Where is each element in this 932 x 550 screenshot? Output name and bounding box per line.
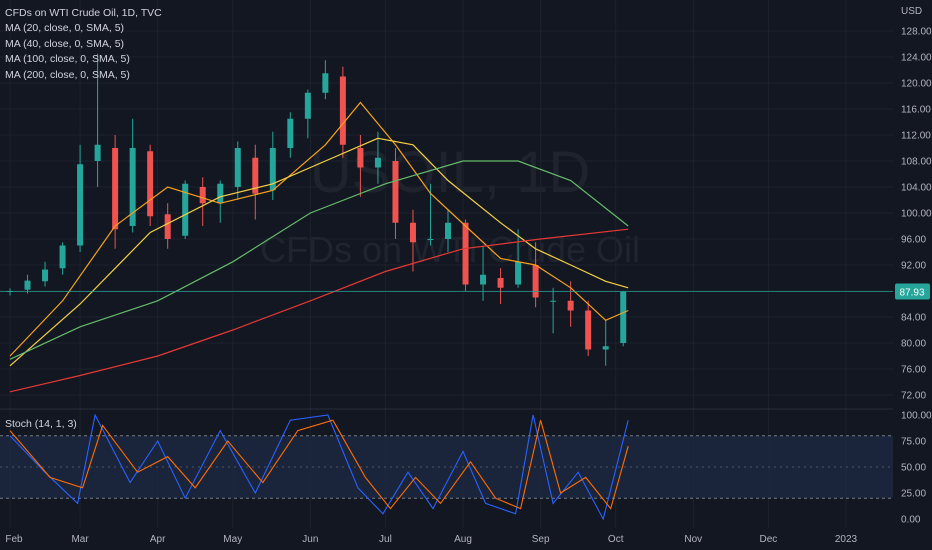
ma100-line[interactable] <box>9 160 629 360</box>
candle-body[interactable] <box>147 151 154 217</box>
candle-body[interactable] <box>252 157 259 194</box>
time-tick-label: Sep <box>532 534 550 545</box>
ma20-line[interactable] <box>9 101 629 357</box>
time-tick-label: Jun <box>302 534 318 545</box>
price-tick-label: 84.00 <box>901 313 926 324</box>
symbol-title[interactable]: CFDs on WTI Crude Oil, 1D, TVC <box>5 7 162 19</box>
candle-body[interactable] <box>304 92 311 119</box>
stoch-tick-label: 25.00 <box>901 489 926 500</box>
price-tick-label: 80.00 <box>901 339 926 350</box>
candle-body[interactable] <box>59 245 66 269</box>
candle-body[interactable] <box>357 148 364 168</box>
stoch-k-line[interactable] <box>9 413 629 521</box>
candle-body[interactable] <box>234 148 241 187</box>
stoch-tick-label: 0.00 <box>901 515 921 526</box>
last-price-tag <box>895 283 930 300</box>
candle-body[interactable] <box>480 274 487 285</box>
candle-body[interactable] <box>182 183 189 236</box>
price-tick-label: 116.00 <box>901 105 931 116</box>
chart-legend: CFDs on WTI Crude Oil, 1D, TVC MA (20, c… <box>5 6 162 83</box>
candle-body[interactable] <box>427 239 434 240</box>
stoch-legend[interactable]: Stoch (14, 1, 3) <box>5 418 77 430</box>
time-tick-label: Oct <box>608 534 624 545</box>
candle-body[interactable] <box>217 183 224 204</box>
price-tick-label: 100.00 <box>901 209 932 220</box>
candle-body[interactable] <box>77 164 84 246</box>
candle-body[interactable] <box>497 278 504 288</box>
candle-body[interactable] <box>24 280 31 290</box>
ma20-legend[interactable]: MA (20, close, 0, SMA, 5) <box>5 22 125 35</box>
ma40-line[interactable] <box>9 137 629 367</box>
price-tick-label: 76.00 <box>901 365 926 376</box>
candle-body[interactable] <box>94 144 101 161</box>
stoch-tick-label: 75.00 <box>901 437 926 448</box>
candle-body[interactable] <box>374 157 381 168</box>
candle-body[interactable] <box>550 300 557 302</box>
candle-body[interactable] <box>112 148 119 230</box>
candle-body[interactable] <box>322 73 329 93</box>
time-tick-label: Aug <box>454 534 472 545</box>
candle-body[interactable] <box>515 261 522 285</box>
candle-body[interactable] <box>532 265 539 298</box>
candle-body[interactable] <box>42 269 49 282</box>
price-tick-label: 112.00 <box>901 131 931 142</box>
time-tick-label: Nov <box>684 534 702 545</box>
ma40-legend[interactable]: MA (40, close, 0, SMA, 5) <box>5 37 125 50</box>
candle-body[interactable] <box>269 148 276 191</box>
ma100-legend[interactable]: MA (100, close, 0, SMA, 5) <box>5 53 130 66</box>
candle-body[interactable] <box>602 346 609 350</box>
price-axis-unit: USD <box>901 6 922 17</box>
candle-body[interactable] <box>585 310 592 350</box>
candle-body[interactable] <box>287 118 294 148</box>
candle-body[interactable] <box>409 222 416 243</box>
stoch-tick-label: 50.00 <box>901 463 926 474</box>
candle-body[interactable] <box>567 300 574 311</box>
price-tick-label: 120.00 <box>901 79 932 90</box>
ma200-legend[interactable]: MA (200, close, 0, SMA, 5) <box>5 68 130 81</box>
candle-body[interactable] <box>445 222 452 239</box>
candle-body[interactable] <box>129 148 136 226</box>
price-tick-label: 124.00 <box>901 53 932 64</box>
candle-body[interactable] <box>462 222 469 285</box>
price-tick-label: 96.00 <box>901 235 926 246</box>
stoch-tick-label: 100.00 <box>901 411 932 422</box>
time-tick-label: Feb <box>5 534 23 545</box>
price-tick-label: 128.00 <box>901 27 932 38</box>
time-tick-label: Apr <box>150 534 166 545</box>
price-tick-label: 72.00 <box>901 391 926 402</box>
last-price-label: 87.93 <box>899 287 924 298</box>
time-tick-label: 2023 <box>835 534 858 545</box>
time-tick-label: Jul <box>379 534 392 545</box>
price-tick-label: 108.00 <box>901 157 932 168</box>
candle-body[interactable] <box>392 161 399 223</box>
price-tick-label: 92.00 <box>901 261 926 272</box>
watermark-symbol: USOIL, 1D <box>310 140 590 205</box>
time-tick-label: Dec <box>759 534 777 545</box>
candle-body[interactable] <box>164 214 171 239</box>
candle-body[interactable] <box>620 291 627 343</box>
time-tick-label: Mar <box>71 534 89 545</box>
time-tick-label: May <box>223 534 242 545</box>
ma200-line[interactable] <box>9 228 629 393</box>
price-tick-label: 104.00 <box>901 183 932 194</box>
candle-body[interactable] <box>339 76 346 145</box>
candle-body[interactable] <box>199 187 206 204</box>
stoch-d-line[interactable] <box>9 419 629 510</box>
